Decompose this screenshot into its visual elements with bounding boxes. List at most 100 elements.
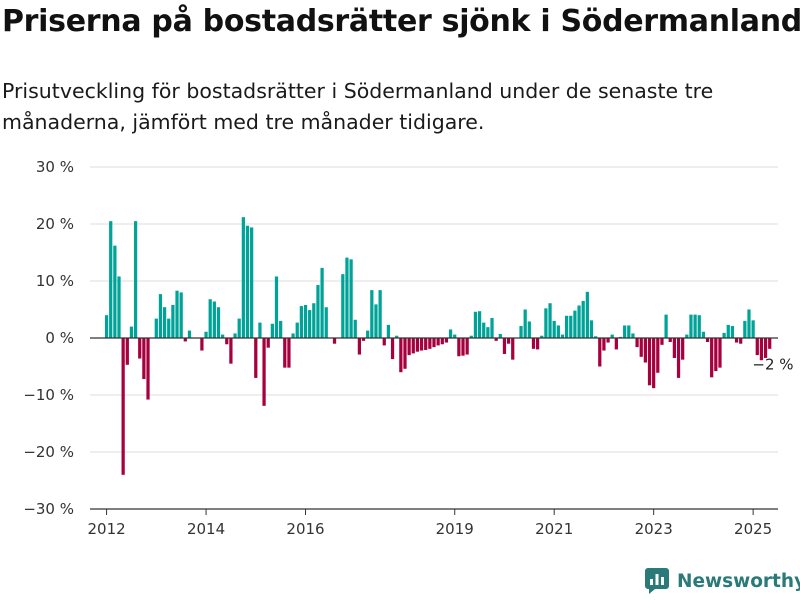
bar [734,338,739,343]
bar [477,311,482,338]
y-tick-label: −30 % [23,500,74,518]
bar [610,334,614,338]
bar [175,290,179,338]
bar [341,274,345,338]
bar [560,334,565,338]
bar [685,334,689,338]
bar [544,308,548,338]
bar [718,338,722,368]
bar [262,338,266,406]
bar [730,326,735,338]
bar [345,257,349,338]
bar [254,338,258,378]
bar [594,336,598,338]
x-tick-label: 2025 [734,520,772,538]
chart-title: Priserna på bostadsrätter sjönk i Söderm… [2,4,800,39]
last-value-annotation: −2 % [752,355,793,373]
bar [142,338,146,380]
bar [768,338,772,349]
bar [204,331,208,338]
bar [419,338,424,351]
bar [469,335,473,338]
y-tick-label: −10 % [23,386,74,404]
bar [705,338,710,342]
bar [519,326,523,338]
bar [270,323,274,338]
bar [581,300,585,338]
bar [473,311,478,338]
bar [308,310,312,338]
bar-chart: 30 % 20 % 10 % 0 % −10 % −20 % −30 % 2012 2014 20… [23,158,793,538]
bar [361,338,366,341]
bar [274,276,279,338]
bar [453,334,457,338]
bar [502,338,507,354]
bar [411,338,415,354]
bar-chart-logo-icon [645,568,669,594]
bar [316,284,320,338]
bar [349,259,353,338]
bar [598,338,602,367]
bar [382,338,386,346]
bar [465,338,469,355]
bar [237,318,241,338]
bar [585,291,589,338]
bar [179,292,183,338]
bar [158,294,163,338]
bar [602,338,606,351]
bar [589,320,594,338]
bar [461,338,465,356]
bar [506,338,511,344]
bar [146,338,150,400]
bar [113,245,117,338]
bar [129,326,134,338]
bar [627,325,631,338]
bar [183,338,187,342]
bar [225,338,229,345]
bar [390,338,395,360]
bar [386,324,391,338]
bar [121,338,125,475]
bar [312,303,316,338]
bar [722,332,726,338]
bar [117,276,121,338]
bar [656,338,660,373]
bar [565,315,569,338]
bar [424,338,428,350]
bar [374,304,378,338]
bar [216,307,221,338]
bar [357,338,362,355]
bar [171,304,175,338]
bar [154,318,158,338]
y-tick-label: 10 % [36,272,74,290]
bar [403,338,407,369]
bar [490,318,494,338]
bars [104,217,772,475]
bar [303,304,308,338]
bar [710,338,714,378]
bar [332,338,337,344]
bar [167,318,171,338]
bar [689,314,693,338]
bar [623,325,627,338]
bar [660,338,664,345]
x-tick-label: 2021 [535,520,573,538]
bar [266,338,270,348]
bar [755,338,759,356]
bar [444,338,449,343]
bar [631,333,635,338]
bar [681,338,685,360]
brand-logo: Newsworthy [645,568,800,594]
bar [672,338,676,358]
bar [229,338,233,364]
bar [552,320,556,338]
x-tick-label: 2014 [187,520,225,538]
bar [200,338,204,351]
bar [763,338,768,358]
bar [279,320,283,338]
bar [187,330,192,338]
bar [647,338,652,386]
bar [482,322,486,338]
bar [739,338,743,344]
y-tick-label: 30 % [36,158,74,176]
